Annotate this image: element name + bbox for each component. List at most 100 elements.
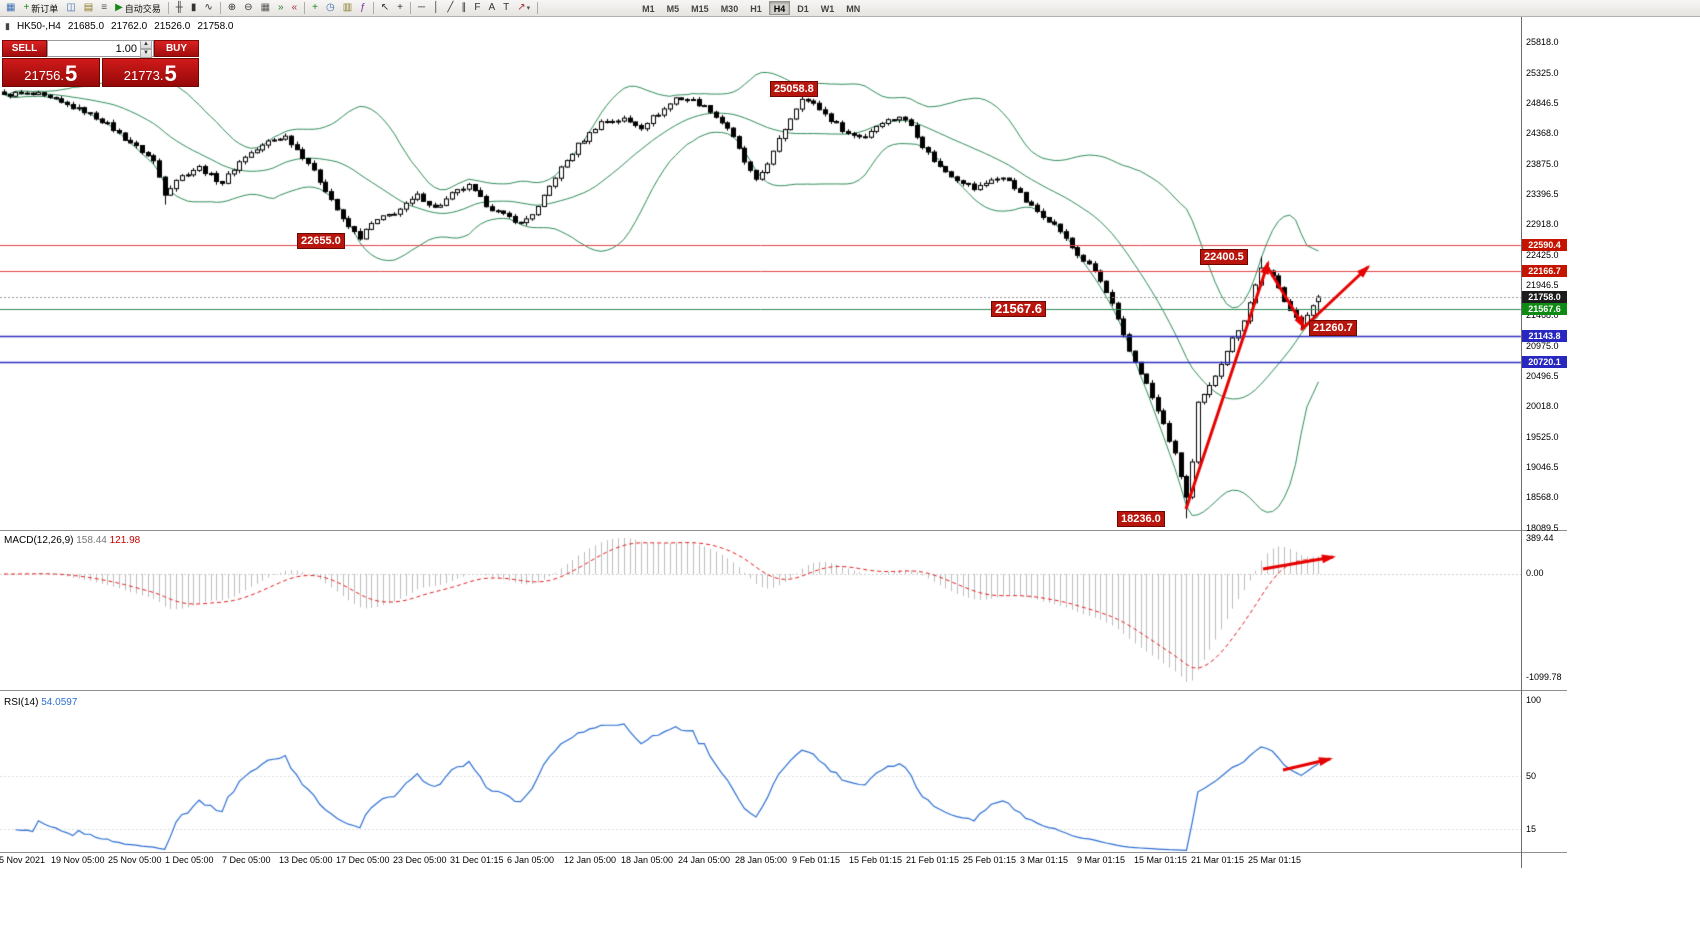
arrows-icon: ↗: [517, 2, 526, 13]
chart-window-icon[interactable]: ▦: [3, 1, 18, 16]
lot-increase-button[interactable]: ▲: [140, 39, 152, 49]
sell-price-button[interactable]: 21756. 5: [2, 58, 100, 87]
y-axis-label: 21468.0: [1526, 310, 1559, 320]
channel-icon: ∥: [461, 2, 467, 13]
horizontal-line-icon: ─: [417, 2, 426, 13]
toolbar-separator: [167, 2, 169, 14]
y-axis-label: 18568.0: [1526, 492, 1559, 502]
ohlc-bars-icon[interactable]: ╫: [173, 1, 186, 16]
fibonacci-icon[interactable]: F: [471, 1, 483, 16]
price-annotation[interactable]: 22400.5: [1200, 249, 1248, 265]
macd-panel[interactable]: [0, 531, 1521, 689]
new-order-button[interactable]: + 新订单: [20, 1, 61, 16]
time-axis-label: 28 Jan 05:00: [735, 855, 788, 865]
timeframe-w1[interactable]: W1: [820, 4, 835, 14]
time-axis-label: 3 Mar 01:15: [1020, 855, 1069, 865]
sell-price-main: 21756.: [24, 68, 64, 83]
tile-windows-icon[interactable]: ▦: [258, 1, 273, 16]
text-label-icon[interactable]: T: [500, 1, 512, 16]
lot-decrease-button[interactable]: ▼: [140, 48, 152, 58]
toolbar-separator: [304, 2, 306, 14]
text-icon[interactable]: A: [485, 1, 498, 16]
timeframe-h4[interactable]: H4: [768, 1, 791, 15]
candlestick-chart-icon[interactable]: ▮: [188, 1, 200, 16]
time-axis-label: 23 Dec 05:00: [393, 855, 447, 865]
text-label-icon: T: [503, 2, 510, 13]
y-axis-label: 24368.0: [1526, 128, 1559, 138]
price-annotation[interactable]: 25058.8: [770, 81, 818, 97]
time-axis-label: 18 Jan 05:00: [621, 855, 674, 865]
price-annotation[interactable]: 22655.0: [297, 233, 345, 249]
y-axis-label: 22425.0: [1526, 250, 1559, 260]
price-annotation[interactable]: 21567.6: [991, 301, 1046, 317]
timeframe-m1[interactable]: M1: [642, 4, 655, 14]
rsi-value: 54.0597: [41, 697, 78, 708]
time-axis-label: 1 Dec 05:00: [165, 855, 214, 865]
one-click-trading-panel: SELL 1.00 ▲ ▼ BUY 21756. 5 21773. 5: [2, 39, 199, 87]
zoom-out-icon[interactable]: ⊖: [241, 1, 255, 16]
indicators-icon: ƒ: [360, 2, 366, 13]
y-axis-label: 24846.5: [1526, 98, 1559, 108]
timeframe-m15[interactable]: M15: [691, 4, 709, 14]
timeframe-h1[interactable]: H1: [750, 4, 762, 14]
crosshair-icon: +: [397, 2, 403, 13]
data-window-icon[interactable]: ≡: [98, 1, 110, 16]
channel-icon[interactable]: ∥: [458, 1, 469, 16]
price-tag: 21567.6: [1522, 303, 1567, 315]
new-chart-icon[interactable]: +: [309, 1, 321, 16]
lot-size-field[interactable]: 1.00 ▲ ▼: [47, 39, 154, 58]
chart-shift-icon[interactable]: «: [289, 1, 301, 16]
time-axis-label: 25 Feb 01:15: [963, 855, 1017, 865]
line-chart-icon[interactable]: ∿: [201, 1, 215, 16]
zoom-in-icon[interactable]: ⊕: [225, 1, 239, 16]
timeframe-mn[interactable]: MN: [846, 4, 861, 14]
time-axis-label: 24 Jan 05:00: [678, 855, 731, 865]
templates-icon[interactable]: ▥: [340, 1, 355, 16]
auto-scroll-icon[interactable]: »: [275, 1, 287, 16]
fibonacci-icon: F: [474, 2, 481, 13]
vertical-line-icon[interactable]: │: [430, 1, 442, 16]
periods-icon: ◷: [325, 2, 335, 13]
rsi-panel-separator[interactable]: [0, 690, 1567, 691]
buy-button[interactable]: BUY: [154, 40, 199, 57]
new-order-button-label: 新订单: [31, 3, 59, 14]
buy-price-big-digit: 5: [164, 61, 177, 86]
macd-signal-value: 121.98: [109, 535, 141, 546]
buy-price-main: 21773.: [123, 68, 164, 83]
price-tag: 22590.4: [1522, 239, 1567, 251]
timeframe-d1[interactable]: D1: [797, 4, 809, 14]
ohlc-bars-icon: ╫: [175, 2, 183, 13]
horizontal-line-icon[interactable]: ─: [415, 1, 428, 16]
time-axis-label: 9 Feb 01:15: [792, 855, 841, 865]
periods-icon[interactable]: ◷: [323, 1, 338, 16]
trendline-icon[interactable]: ╱: [444, 1, 456, 16]
profiles-icon: ▤: [83, 2, 94, 13]
text-icon: A: [488, 2, 496, 13]
price-annotation[interactable]: 18236.0: [1117, 511, 1165, 527]
arrows-icon[interactable]: ↗ ▾: [514, 1, 533, 16]
timeframe-m30[interactable]: M30: [720, 4, 739, 14]
indicators-icon[interactable]: ƒ: [357, 1, 369, 16]
chart-plot-area[interactable]: [0, 17, 1521, 530]
ohlc-low: 21526.0: [154, 21, 191, 32]
rsi-panel[interactable]: [0, 693, 1521, 852]
time-axis-label: 13 Dec 05:00: [279, 855, 333, 865]
y-axis-label: 25818.0: [1526, 37, 1559, 47]
time-axis-label: 6 Jan 05:00: [507, 855, 555, 865]
buy-price-button[interactable]: 21773. 5: [101, 58, 199, 87]
templates-icon: ▥: [342, 2, 353, 13]
profiles-icon[interactable]: ▤: [81, 1, 96, 16]
macd-panel-separator[interactable]: [0, 530, 1567, 531]
charts-icon[interactable]: ◫: [63, 1, 78, 16]
macd-axis-label: -1099.78: [1526, 672, 1562, 682]
trendline-icon: ╱: [447, 2, 454, 13]
price-axis-separator: [1521, 17, 1522, 868]
timeframe-m5[interactable]: M5: [666, 4, 680, 14]
crosshair-icon[interactable]: +: [394, 1, 406, 16]
sell-button[interactable]: SELL: [2, 40, 47, 57]
price-annotation[interactable]: 21260.7: [1309, 320, 1357, 336]
cursor-icon[interactable]: ↖: [378, 1, 392, 16]
y-axis-label: 20975.0: [1526, 341, 1559, 351]
auto-trading-button[interactable]: ▶ 自动交易: [112, 1, 164, 16]
